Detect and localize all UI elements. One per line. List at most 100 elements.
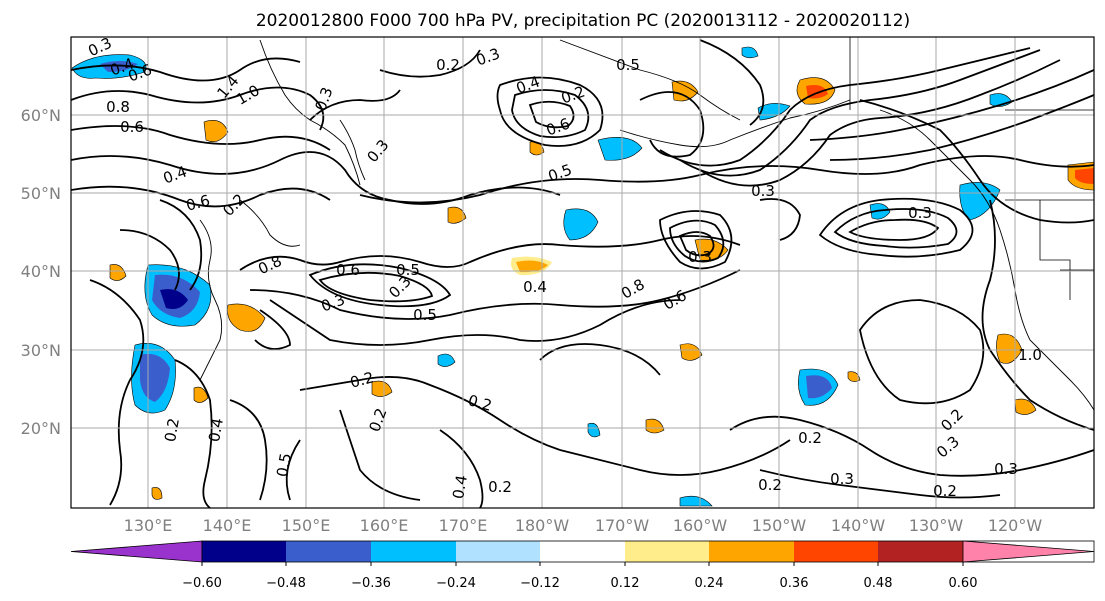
precip-negative-blob bbox=[679, 495, 713, 507]
contour-label: 0.4 bbox=[449, 474, 471, 501]
colorbar-tick-label: −0.36 bbox=[351, 576, 391, 591]
colorbar-segment bbox=[371, 541, 456, 562]
contour-label: 0.3 bbox=[830, 470, 854, 488]
longitude-label: 120°W bbox=[988, 516, 1043, 535]
contour-label: 0.2 bbox=[436, 56, 460, 74]
pv-contour-line bbox=[678, 231, 715, 257]
colorbar-tick-label: −0.48 bbox=[266, 576, 306, 591]
longitude-label: 170°W bbox=[595, 516, 650, 535]
pv-contour-line bbox=[339, 409, 421, 501]
pv-contour-line bbox=[309, 89, 401, 121]
pv-contour-line bbox=[159, 199, 203, 291]
precip-negative-blob bbox=[587, 422, 601, 438]
precip-negative-blob bbox=[741, 46, 759, 59]
pv-contour-line bbox=[759, 469, 1001, 499]
contour-label: 0.5 bbox=[413, 306, 437, 324]
coastline bbox=[259, 39, 361, 186]
pv-contour-line bbox=[239, 235, 741, 271]
longitude-label: 140°E bbox=[203, 516, 252, 535]
latitude-label: 20°N bbox=[21, 419, 61, 438]
pv-contour-line bbox=[89, 279, 145, 506]
pv-contour-line bbox=[528, 100, 575, 129]
pv-contour-line bbox=[496, 76, 604, 147]
pv-contour-line bbox=[71, 151, 561, 205]
precip-positive-blob bbox=[645, 418, 665, 434]
precip-positive-blob bbox=[371, 380, 393, 397]
pv-contour-line bbox=[71, 185, 331, 208]
precip-negative-blob bbox=[100, 61, 138, 72]
contour-label: 0.2 bbox=[488, 478, 512, 496]
pv-contour-line bbox=[249, 269, 741, 320]
precip-positive-blob bbox=[227, 303, 266, 332]
pv-contour-line bbox=[71, 86, 325, 131]
colorbar-tick-label: −0.60 bbox=[182, 576, 222, 591]
colorbar-tick-label: −0.24 bbox=[436, 576, 476, 591]
pv-contour-line bbox=[669, 219, 725, 263]
precip-positive-blob bbox=[996, 333, 1023, 364]
longitude-label: 140°W bbox=[831, 516, 886, 535]
precip-positive-blob bbox=[1075, 168, 1094, 184]
coastline bbox=[999, 229, 1094, 411]
latitude-label: 30°N bbox=[21, 341, 61, 360]
longitude-label: 130°W bbox=[909, 516, 964, 535]
precip-positive-blob bbox=[203, 120, 229, 143]
precip-negative-blob bbox=[597, 137, 643, 161]
contour-label: 0.2 bbox=[161, 417, 183, 444]
border-line bbox=[1039, 200, 1071, 300]
longitude-label: 150°W bbox=[752, 516, 807, 535]
longitude-label: 170°E bbox=[439, 516, 488, 535]
colorbar-tick-label: 0.24 bbox=[695, 576, 724, 591]
contour-label: 0.2 bbox=[758, 476, 782, 494]
pv-contour-line bbox=[679, 49, 1041, 177]
longitude-label: 150°E bbox=[282, 516, 331, 535]
contour-label: 0.3 bbox=[751, 182, 775, 200]
pv-contour-line bbox=[511, 89, 590, 139]
contour-label: 0.2 bbox=[798, 429, 822, 447]
colorbar-extend-high bbox=[962, 540, 1095, 563]
precipitation-shading bbox=[71, 46, 1094, 507]
pv-contour-line bbox=[308, 263, 452, 308]
precip-negative-blob bbox=[563, 208, 599, 241]
colorbar-tick-label: 0.60 bbox=[949, 576, 978, 591]
contour-label: 0.5 bbox=[396, 261, 420, 279]
colorbar-segment bbox=[794, 541, 878, 562]
pv-contour-line bbox=[174, 359, 213, 508]
precip-negative-blob bbox=[806, 375, 832, 399]
coastline bbox=[879, 109, 1001, 231]
pv-contours bbox=[71, 39, 1094, 508]
colorbar-segment bbox=[540, 541, 625, 562]
colorbar-tick-label: 0.48 bbox=[864, 576, 893, 591]
longitude-labels: 130°E 140°E 150°E 160°E 170°E 180°W 170°W 160°W… bbox=[124, 516, 1043, 535]
colorbar-tick-label: 0.36 bbox=[780, 576, 809, 591]
map-title: 2020012800 F000 700 hPa PV, precipitatio… bbox=[256, 11, 910, 31]
latitude-labels: 60°N 50°N 40°N 30°N 20°N bbox=[21, 106, 61, 438]
coastlines bbox=[199, 39, 1094, 411]
contour-label: 0.5 bbox=[273, 452, 295, 479]
contour-label: 0.2 bbox=[933, 482, 957, 500]
colorbar-outline bbox=[201, 540, 1095, 563]
longitude-label: 160°E bbox=[360, 516, 409, 535]
pv-contour-line bbox=[848, 218, 940, 241]
map-frame bbox=[70, 36, 1095, 509]
precip-positive-blob bbox=[1014, 398, 1037, 415]
pv-contour-line bbox=[439, 429, 484, 508]
pv-contour-line bbox=[639, 91, 705, 158]
pv-contour-line bbox=[318, 271, 434, 303]
pv-contour-line bbox=[829, 94, 1094, 161]
precip-negative-blob bbox=[160, 289, 188, 309]
contour-label: 0.3 bbox=[688, 248, 712, 266]
pv-contour-line bbox=[254, 309, 291, 350]
colorbar-segment bbox=[625, 541, 709, 562]
colorbar-segment bbox=[456, 541, 540, 562]
longitude-label: 180°W bbox=[515, 516, 570, 535]
coastline bbox=[199, 219, 223, 381]
contour-label: 0.5 bbox=[616, 56, 640, 74]
pv-contour-line bbox=[759, 198, 801, 241]
pv-contour-line bbox=[659, 47, 1031, 167]
map-gridlines bbox=[71, 37, 1094, 508]
pv-contour-line bbox=[559, 439, 791, 476]
pv-contour-line bbox=[119, 229, 180, 291]
coastline bbox=[619, 99, 851, 148]
pv-contour-line bbox=[818, 197, 974, 258]
pv-contour-line bbox=[729, 415, 1094, 477]
